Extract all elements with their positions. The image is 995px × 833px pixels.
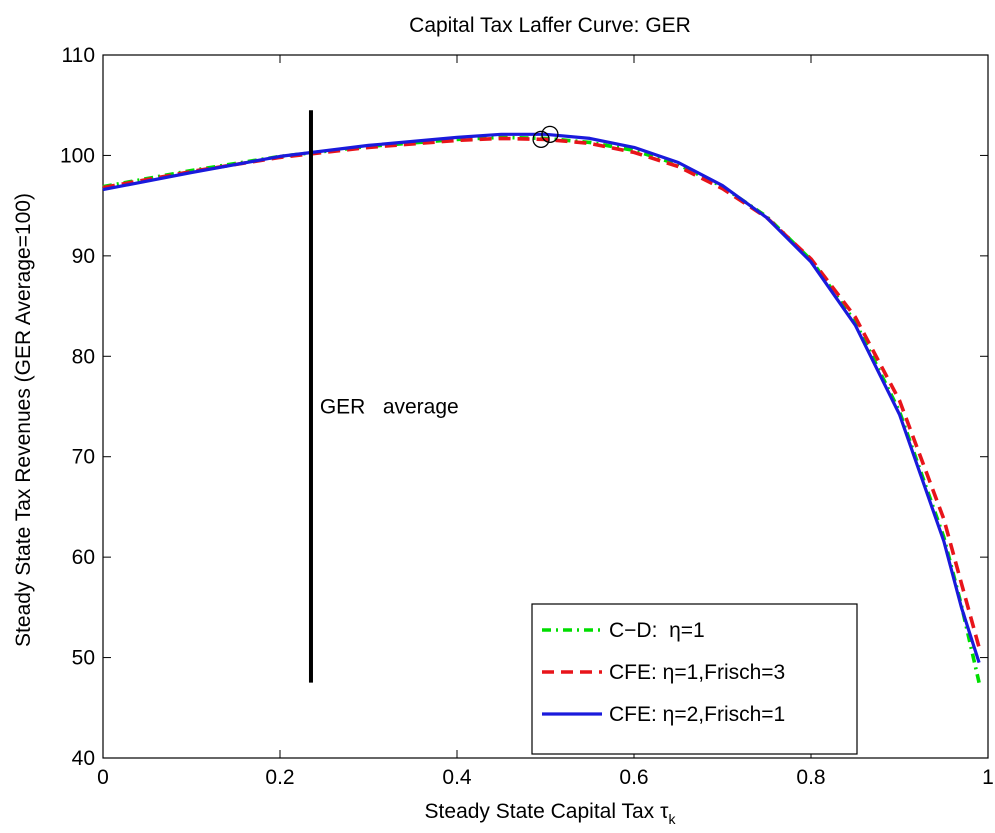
max-marker	[532, 130, 550, 149]
y-tick-label: 50	[72, 647, 95, 670]
series-line-3	[102, 132, 981, 664]
x-tick-label: 0.2	[265, 766, 294, 789]
plot-area-frame	[102, 54, 989, 759]
average-label: GER average	[320, 396, 459, 419]
x-tick-label: 0	[97, 766, 109, 789]
x-tick-label: 0.6	[619, 766, 648, 789]
legend-label-3: CFE: η=2,Frisch=1	[609, 703, 785, 726]
x-tick-label: 0.4	[442, 766, 472, 789]
max-marker	[541, 125, 559, 143]
series-lines	[102, 132, 981, 684]
y-tick-label: 90	[72, 245, 95, 268]
y-tick-label: 100	[60, 144, 95, 167]
legend-label-1: C−D: η=1	[609, 619, 705, 642]
chart-title: Capital Tax Laffer Curve: GER	[409, 14, 691, 37]
y-tick-label: 80	[72, 345, 95, 368]
y-axis-label: Steady State Tax Revenues (GER Average=1…	[12, 193, 35, 647]
y-tick-label: 110	[62, 44, 95, 67]
tick-labels: 0 0.2 0.4 0.6 0.8 1 40 50 60 70 80 90 100 110	[60, 44, 994, 789]
y-tick-label: 70	[72, 446, 95, 469]
y-tick-label: 40	[72, 747, 95, 770]
maximum-markers	[532, 125, 559, 149]
legend-label-2: CFE: η=1,Frisch=3	[609, 661, 785, 684]
annotations: GER average	[308, 110, 459, 683]
legend: C−D: η=1 CFE: η=1,Frisch=3 CFE: η=2,Frisch…	[531, 603, 858, 755]
x-tick-label: 0.8	[796, 766, 825, 789]
y-tick-label: 60	[72, 546, 95, 569]
x-tick-label: 1	[982, 766, 994, 789]
x-axis-label: Steady State Capital Tax τk	[425, 800, 677, 827]
series-line-2	[102, 136, 981, 648]
